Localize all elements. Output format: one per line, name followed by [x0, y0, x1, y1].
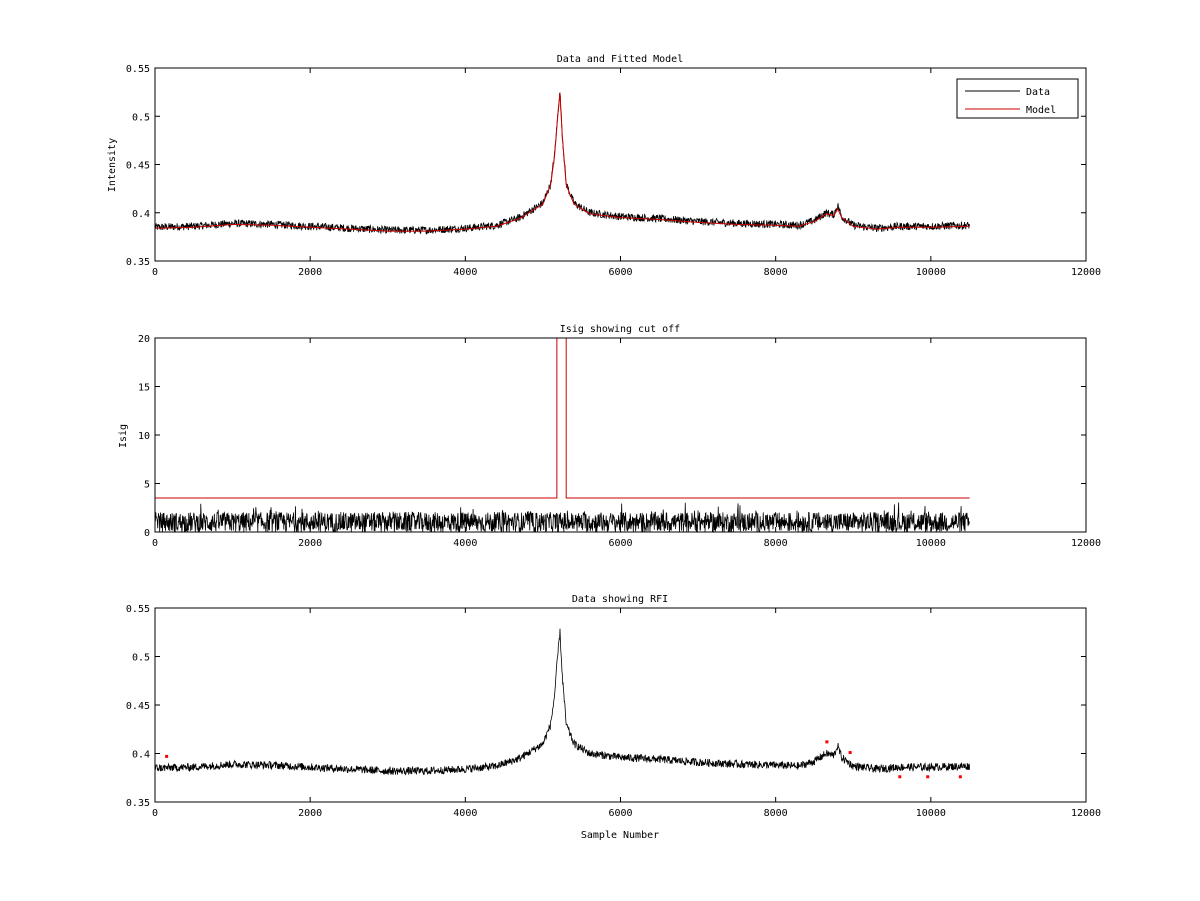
panel-3-ticks: 0 2000 4000 6000 8000 10000 12000 0.35 0.4 0.45 0.… [126, 604, 1101, 819]
x-tick-label: 2000 [298, 808, 322, 819]
y-tick-label: 5 [144, 480, 150, 491]
x-tick-label: 4000 [453, 808, 477, 819]
panel-2-title: Isig showing cut off [560, 324, 680, 335]
y-tick-label: 15 [138, 383, 150, 394]
panel-3-title: Data showing RFI [572, 594, 668, 605]
series-line-0 [154, 628, 971, 776]
x-tick-label: 12000 [1071, 808, 1101, 819]
x-tick-label: 10000 [916, 538, 946, 549]
x-tick-label: 12000 [1071, 538, 1101, 549]
rfi-point [958, 775, 962, 779]
x-tick-label: 12000 [1071, 267, 1101, 278]
panel-isig: Isig showing cut off Isig 0 2000 4000 6000 8… [118, 324, 1101, 549]
x-tick-label: 6000 [608, 808, 632, 819]
x-tick-label: 6000 [608, 538, 632, 549]
x-tick-label: 10000 [916, 267, 946, 278]
panel-1-legend: Data Model [956, 78, 1079, 119]
series-line-model [154, 93, 970, 232]
panel-1-ticks: 0 2000 4000 6000 8000 10000 12000 0.35 0.4 0.45 0.… [126, 64, 1101, 278]
x-tick-label: 6000 [608, 267, 632, 278]
x-tick-label: 8000 [764, 538, 788, 549]
legend-model-label: Model [1026, 105, 1056, 116]
x-tick-label: 4000 [453, 267, 477, 278]
y-tick-label: 0.55 [126, 64, 150, 75]
y-tick-label: 0.4 [132, 209, 150, 220]
y-tick-label: 0.4 [132, 750, 150, 761]
y-tick-label: 0 [144, 528, 150, 539]
x-tick-label: 2000 [298, 538, 322, 549]
panel-2-ticks: 0 2000 4000 6000 8000 10000 12000 0 5 10 15 20 [138, 334, 1101, 549]
x-tick-label: 0 [152, 808, 158, 819]
panel-3-axes-frame [154, 607, 1087, 803]
panel-2-ylabel: Isig [118, 424, 129, 448]
legend-box [956, 78, 1079, 119]
panel-1-ylabel: Intensity [107, 138, 118, 192]
panel-1-series [154, 92, 971, 235]
panel-rfi: Data showing RFI Sample Number 0 2000 4000… [126, 594, 1101, 841]
y-tick-label: 0.35 [126, 257, 150, 268]
y-tick-label: 20 [138, 334, 150, 345]
y-tick-label: 0.45 [126, 161, 150, 172]
y-tick-label: 0.45 [126, 701, 150, 712]
x-tick-label: 0 [152, 267, 158, 278]
x-tick-label: 2000 [298, 267, 322, 278]
x-tick-label: 4000 [453, 538, 477, 549]
rfi-point [825, 740, 829, 744]
panel-1-axes-frame [154, 67, 1087, 262]
panel-data-and-model: Data and Fitted Model Intensity 0 2000 400… [107, 54, 1101, 278]
y-tick-label: 0.35 [126, 798, 150, 809]
rfi-point [165, 754, 169, 758]
x-tick-label: 8000 [764, 267, 788, 278]
y-tick-label: 0.55 [126, 604, 150, 615]
panel-3-series [154, 628, 971, 776]
y-tick-label: 0.5 [132, 653, 150, 664]
panel-3-rfi-points [165, 740, 962, 779]
series-line-0 [154, 502, 971, 534]
rfi-point [898, 775, 902, 779]
panel-1-title: Data and Fitted Model [557, 54, 683, 65]
rfi-point [926, 775, 930, 779]
panel-2-axes-frame [154, 337, 1087, 533]
panel-3-xlabel: Sample Number [581, 830, 659, 841]
x-tick-label: 8000 [764, 808, 788, 819]
legend-data-label: Data [1026, 87, 1050, 98]
x-tick-label: 10000 [916, 808, 946, 819]
rfi-point [848, 751, 852, 755]
y-tick-label: 0.5 [132, 112, 150, 123]
x-tick-label: 0 [152, 538, 158, 549]
y-tick-label: 10 [138, 431, 150, 442]
